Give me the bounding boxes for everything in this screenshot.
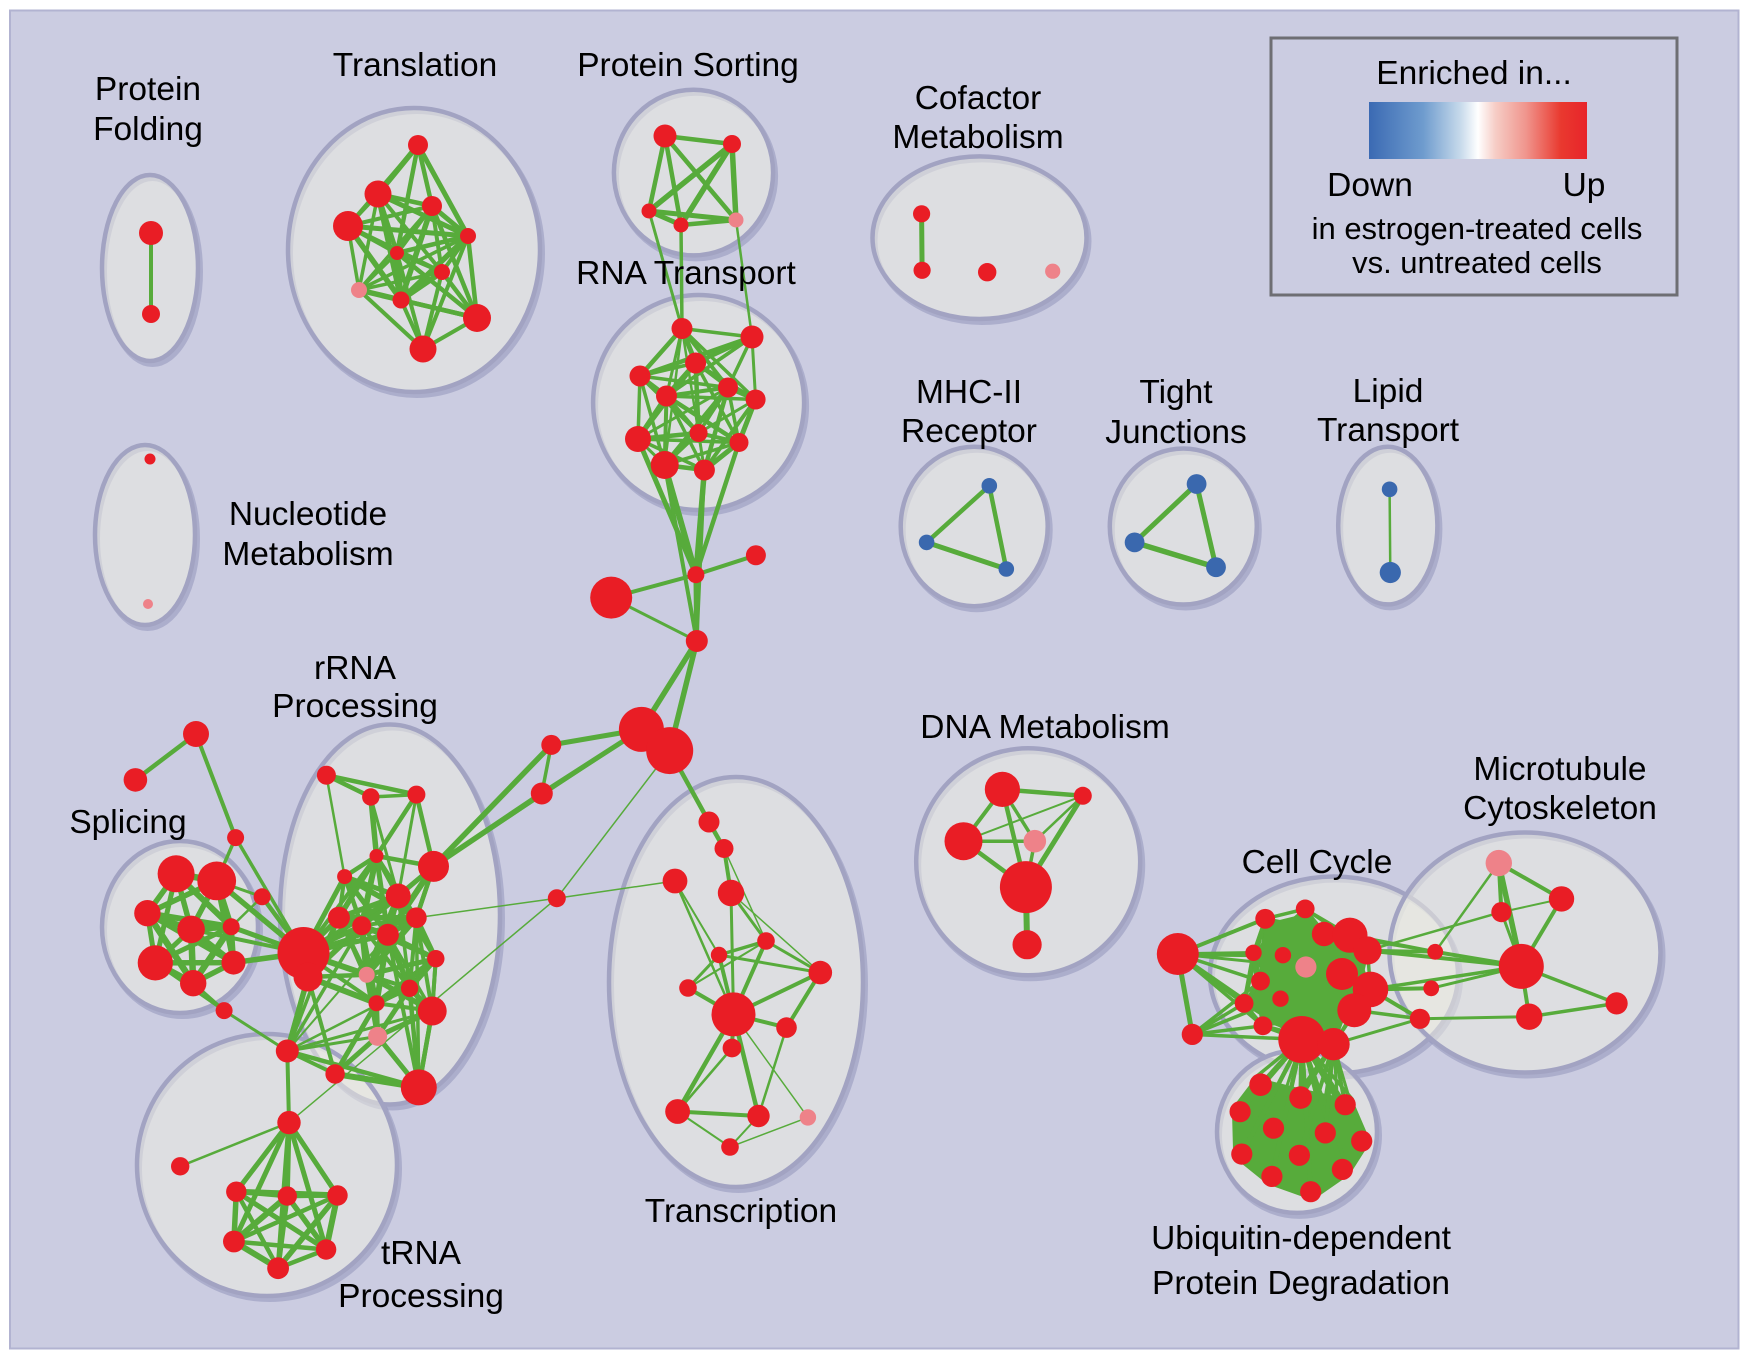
svg-text:Receptor: Receptor	[901, 413, 1037, 450]
svg-text:Splicing: Splicing	[69, 804, 186, 841]
svg-text:Processing: Processing	[272, 688, 438, 725]
svg-text:Protein Sorting: Protein Sorting	[577, 47, 799, 84]
svg-text:Junctions: Junctions	[1105, 414, 1247, 451]
svg-text:MHC-II: MHC-II	[916, 374, 1022, 411]
svg-text:in estrogen-treated cells: in estrogen-treated cells	[1312, 211, 1643, 246]
svg-text:Up: Up	[1563, 167, 1606, 204]
svg-text:Cell Cycle: Cell Cycle	[1242, 844, 1393, 881]
svg-text:Transcription: Transcription	[645, 1193, 837, 1230]
svg-text:Protein: Protein	[95, 71, 201, 108]
svg-text:Microtubule: Microtubule	[1473, 751, 1646, 788]
svg-text:Metabolism: Metabolism	[222, 536, 393, 573]
svg-text:Translation: Translation	[333, 47, 497, 84]
svg-text:Cofactor: Cofactor	[915, 80, 1042, 117]
svg-text:Nucleotide: Nucleotide	[229, 496, 387, 533]
svg-text:Down: Down	[1327, 167, 1413, 204]
svg-text:Tight: Tight	[1139, 374, 1213, 411]
svg-text:tRNA: tRNA	[381, 1235, 462, 1272]
svg-text:DNA Metabolism: DNA Metabolism	[920, 709, 1169, 746]
svg-text:Cytoskeleton: Cytoskeleton	[1463, 790, 1657, 827]
svg-text:Ubiquitin-dependent: Ubiquitin-dependent	[1151, 1220, 1452, 1257]
svg-text:Transport: Transport	[1317, 412, 1460, 449]
svg-text:RNA Transport: RNA Transport	[576, 255, 796, 292]
svg-text:Metabolism: Metabolism	[892, 119, 1063, 156]
svg-text:Processing: Processing	[338, 1278, 504, 1315]
svg-text:Enriched in...: Enriched in...	[1376, 55, 1572, 92]
svg-text:Folding: Folding	[93, 111, 203, 148]
svg-text:Lipid: Lipid	[1353, 373, 1424, 410]
svg-text:rRNA: rRNA	[314, 650, 397, 687]
svg-text:Protein Degradation: Protein Degradation	[1152, 1265, 1450, 1302]
svg-text:vs. untreated cells: vs. untreated cells	[1352, 245, 1602, 280]
